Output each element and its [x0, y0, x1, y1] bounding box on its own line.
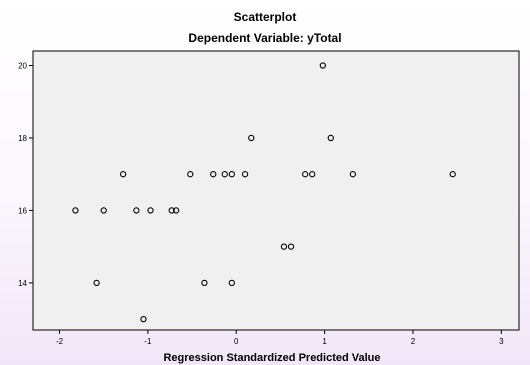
data-point — [119, 171, 127, 178]
data-point — [168, 207, 175, 214]
x-axis: -2 -1 0 1 2 3 — [56, 330, 504, 346]
data-point — [93, 279, 100, 287]
y-tick-label: 20 — [18, 61, 27, 70]
y-tick-label: 18 — [18, 134, 27, 143]
data-point — [319, 62, 326, 69]
data-point — [302, 171, 309, 178]
x-tick-label: 1 — [322, 337, 327, 346]
x-tick-label: -1 — [144, 337, 152, 346]
data-point — [187, 171, 194, 178]
data-point — [449, 171, 456, 178]
y-tick-label: 14 — [18, 279, 27, 288]
data-point — [100, 207, 107, 214]
data-point — [349, 171, 357, 178]
data-point — [248, 134, 255, 142]
x-tick-label: 3 — [499, 337, 504, 346]
data-point — [140, 315, 147, 323]
data-point — [133, 207, 140, 214]
data-point — [221, 171, 228, 178]
data-point — [327, 134, 334, 142]
data-point — [287, 243, 295, 250]
chart-title: Scatterplot — [234, 10, 297, 24]
plot-area — [32, 50, 520, 331]
data-point — [72, 207, 79, 214]
x-axis-label: Regression Standardized Predicted Value — [163, 352, 380, 364]
data-point — [147, 207, 154, 214]
data-point — [228, 279, 235, 287]
chart-subtitle: Dependent Variable: yTotal — [188, 31, 341, 45]
y-tick-label: 16 — [18, 206, 27, 215]
data-point — [172, 207, 180, 214]
data-point — [280, 243, 288, 250]
x-tick-label: -2 — [56, 337, 64, 346]
data-points — [72, 62, 456, 323]
data-point — [241, 171, 249, 178]
data-point — [201, 279, 208, 287]
data-point — [228, 171, 235, 178]
data-point — [210, 171, 217, 178]
y-axis: 14 16 18 20 — [18, 61, 33, 288]
data-point — [309, 171, 316, 178]
x-tick-label: 0 — [234, 337, 239, 346]
x-tick-label: 2 — [411, 337, 416, 346]
